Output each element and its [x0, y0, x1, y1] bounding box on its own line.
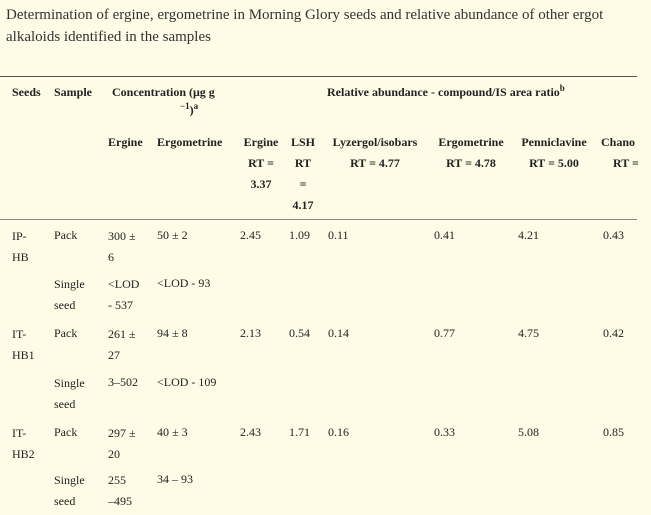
row-penniclavine: 5.08: [518, 425, 539, 439]
row-sample-single: Single seed: [54, 470, 85, 512]
header-lyzergol-line: Lyzergol/isobars: [332, 135, 418, 149]
header-ergine-rt-line: RT =: [248, 156, 274, 170]
header-concentration: Concentration (μg g: [112, 83, 215, 101]
header-lsh-rt-line: =: [299, 177, 307, 191]
row-ergine-line: 300 ±: [108, 229, 136, 243]
row-single-ergine-line: 255: [108, 473, 126, 487]
row-seed-line: HB2: [12, 447, 35, 461]
row-lsh-rt: 1.71: [289, 425, 310, 439]
row-penniclavine: 4.21: [518, 228, 539, 242]
header-chano-line: RT =: [613, 156, 638, 170]
row-lsh-rt: 0.54: [289, 326, 310, 340]
row-lyzergol: 0.14: [328, 326, 349, 340]
row-sample-pack: Pack: [54, 228, 78, 242]
row-seed-line: IT-: [12, 327, 27, 341]
row-sample-single-line: seed: [54, 397, 76, 411]
header-relative-footnote: b: [559, 83, 565, 93]
row-ergine-line: 20: [108, 447, 120, 461]
row-sample-pack: Pack: [54, 425, 78, 439]
header-concentration-unit: −1)a: [180, 101, 198, 119]
header-concentration-footnote: a: [193, 101, 199, 111]
row-seed-line: HB: [12, 250, 29, 264]
header-lyzergol-line: RT = 4.77: [350, 156, 400, 170]
header-ergometrine-rt-line: RT = 4.78: [446, 156, 496, 170]
row-sample-single-line: Single: [54, 473, 85, 487]
row-lyzergol: 0.16: [328, 425, 349, 439]
row-penniclavine: 4.75: [518, 326, 539, 340]
row-single-ergine: 3–502: [108, 375, 138, 389]
table-top-rule: [0, 76, 637, 77]
header-lsh-rt-line: LSH: [290, 135, 315, 149]
row-ergine-line: 261 ±: [108, 327, 136, 341]
header-relative-text: Relative abundance - compound/IS area ra…: [327, 85, 560, 99]
row-ergometrine-rt: 0.33: [434, 425, 455, 439]
row-chano: 0.43: [603, 228, 624, 242]
header-penniclavine-line: Penniclavine: [521, 135, 587, 149]
row-sample-single: Single seed: [54, 373, 85, 415]
row-seed-line: IT-: [12, 426, 27, 440]
header-bottom-rule: [0, 219, 637, 220]
header-ergometrine: Ergometrine: [157, 135, 223, 149]
row-seed: IP- HB: [12, 226, 29, 268]
row-ergine: 297 ± 20: [108, 423, 136, 465]
table-caption: Determination of ergine, ergometrine in …: [6, 7, 604, 45]
row-ergine: 261 ± 27: [108, 324, 136, 366]
row-sample-single-line: Single: [54, 277, 85, 291]
header-chano: Chano RT =: [601, 133, 638, 172]
row-ergine-line: 297 ±: [108, 426, 136, 440]
row-sample-single-line: Single: [54, 376, 85, 390]
row-seed-line: HB1: [12, 348, 35, 362]
row-sample-single-line: seed: [54, 298, 76, 312]
row-sample-pack: Pack: [54, 326, 78, 340]
row-single-ergometrine: <LOD - 93: [157, 276, 211, 290]
header-chano-line: Chano: [601, 135, 636, 149]
header-lsh-rt-line: RT: [294, 156, 312, 170]
header-concentration-exponent: −1: [180, 101, 190, 111]
row-ergometrine: 40 ± 3: [157, 425, 188, 439]
row-single-ergine-line: - 537: [108, 298, 133, 312]
row-ergometrine: 50 ± 2: [157, 228, 188, 242]
row-seed: IT- HB1: [12, 324, 35, 366]
row-ergine-rt: 2.43: [240, 425, 261, 439]
header-sample: Sample: [54, 85, 93, 99]
row-single-ergine-line: <LOD: [108, 277, 140, 291]
row-ergine-rt: 2.45: [240, 228, 261, 242]
row-ergine: 300 ± 6: [108, 226, 136, 268]
row-chano: 0.42: [603, 326, 624, 340]
row-seed-line: IP-: [12, 229, 27, 243]
row-single-ergine: <LOD - 537: [108, 274, 139, 316]
row-ergine-line: 27: [108, 348, 120, 362]
header-concentration-text: Concentration (μg g: [112, 85, 215, 99]
header-concentration-close: ): [189, 103, 194, 117]
header-ergometrine-rt-line: Ergometrine: [438, 135, 504, 149]
row-single-ergometrine: 34 – 93: [157, 472, 193, 486]
header-lsh-rt: LSH RT = 4.17: [287, 133, 319, 214]
header-penniclavine: Penniclavine RT = 5.00: [515, 133, 593, 172]
row-lyzergol: 0.11: [328, 228, 349, 242]
header-ergine-rt-line: 3.37: [250, 177, 272, 191]
row-seed: IT- HB2: [12, 423, 35, 465]
row-ergometrine-rt: 0.41: [434, 228, 455, 242]
header-ergine: Ergine: [108, 135, 143, 149]
row-lsh-rt: 1.09: [289, 228, 310, 242]
row-ergometrine: 94 ± 8: [157, 326, 188, 340]
header-relative-abundance: Relative abundance - compound/IS area ra…: [327, 83, 565, 101]
header-seeds: Seeds: [12, 85, 41, 99]
row-sample-single: Single seed: [54, 274, 85, 316]
row-single-ergine: 255 –495: [108, 470, 132, 512]
header-ergine-rt: Ergine RT = 3.37: [239, 133, 283, 193]
header-lyzergol: Lyzergol/isobars RT = 4.77: [325, 133, 425, 172]
row-ergine-line: 6: [108, 250, 114, 264]
row-ergometrine-rt: 0.77: [434, 326, 455, 340]
row-single-ergine-line: –495: [108, 494, 132, 508]
row-ergine-rt: 2.13: [240, 326, 261, 340]
header-penniclavine-line: RT = 5.00: [529, 156, 579, 170]
row-single-ergometrine: <LOD - 109: [157, 375, 217, 389]
header-ergometrine-rt: Ergometrine RT = 4.78: [431, 133, 511, 172]
header-ergine-rt-line: Ergine: [243, 135, 279, 149]
row-sample-single-line: seed: [54, 494, 76, 508]
row-chano: 0.85: [603, 425, 624, 439]
header-lsh-rt-line: 4.17: [292, 198, 314, 212]
